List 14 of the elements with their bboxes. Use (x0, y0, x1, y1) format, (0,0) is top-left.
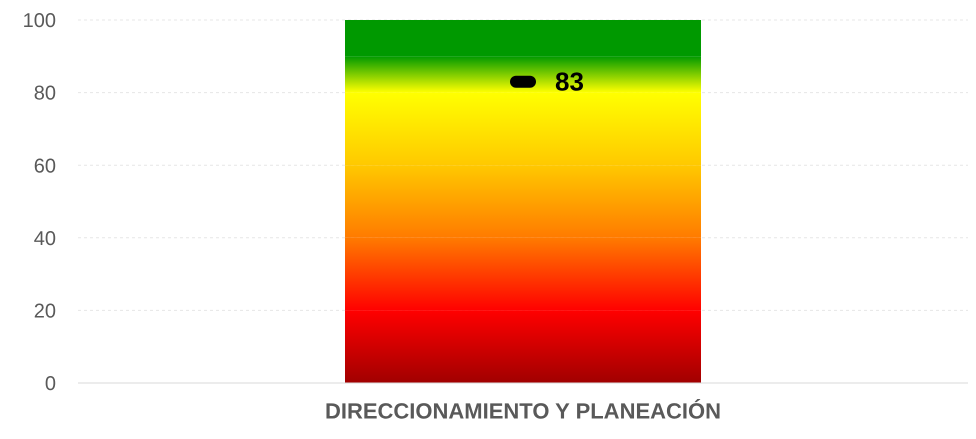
bar (345, 92, 701, 166)
y-tick-label: 80 (34, 82, 56, 105)
bar (345, 238, 701, 310)
y-tick-label: 20 (34, 300, 56, 322)
data-label: 83 (555, 66, 584, 97)
y-tick-label: 40 (34, 228, 56, 250)
bar (345, 20, 701, 56)
bar (345, 165, 701, 238)
y-tick-label: 60 (34, 155, 56, 178)
x-tick-label: DIRECCIONAMIENTO Y PLANEACIÓN (324, 398, 722, 424)
bar (345, 56, 701, 93)
y-tick-label: 100 (22, 10, 56, 32)
y-tick-label: 0 (44, 373, 56, 396)
bar (345, 310, 701, 383)
